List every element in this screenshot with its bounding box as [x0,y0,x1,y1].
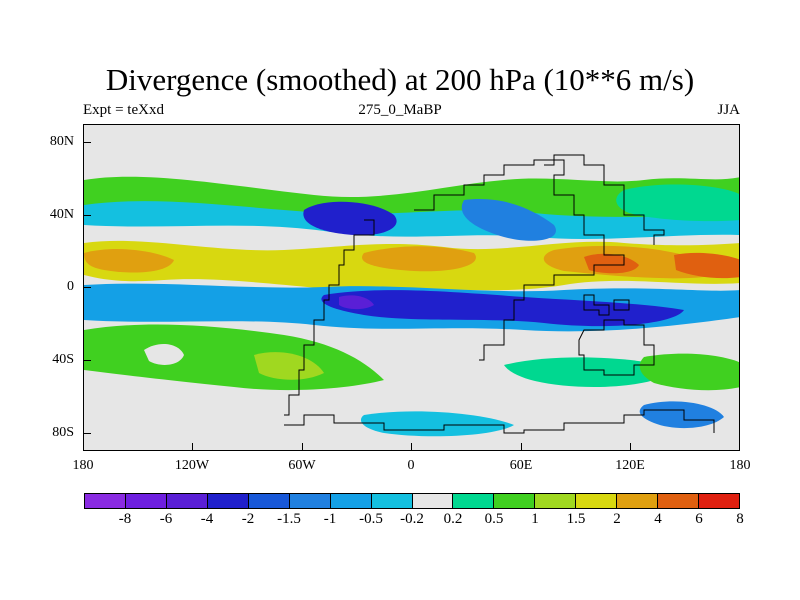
lon-label-120e: 120E [615,458,645,473]
colorbar-label-6: -0.5 [359,511,383,527]
contour-south-indian-green [504,357,670,387]
colorbar-label-5: -1 [323,511,337,527]
colorbar-swatch-8 [412,494,454,508]
colorbar-label-9: 0.5 [484,511,504,527]
contour-pacific-green [616,184,739,222]
contour-south-pacific-green [639,353,739,391]
contour-nh-cyan-band [84,201,739,239]
experiment-label: Expt = teXxd [83,102,164,118]
lat-tick-40s [83,360,91,361]
coastline-africa-eurasia [414,159,625,361]
colorbar-swatch-10 [494,494,536,508]
contour-sh-yellow-spot [254,352,324,380]
lat-label-equator: 0 [67,279,74,294]
lon-label-180e: 180 [729,458,751,473]
colorbar-label-12: 2 [613,511,621,527]
colorbar-label-1: -6 [159,511,173,527]
lat-label-80n: 80N [49,134,74,149]
contour-sh-violet-spot [339,295,374,310]
coastline-islands-asia [583,294,630,316]
season-label: JJA [717,102,740,118]
map-svg [84,125,739,450]
colorbar-label-7: -0.2 [400,511,424,527]
colorbar-swatch-4 [248,494,290,508]
colorbar-swatch-11 [535,494,577,508]
colorbar-label-14: 6 [695,511,703,527]
lat-tick-40n [83,215,91,216]
contour-nh-blue-core [303,201,397,236]
colorbar-swatch-3 [207,494,249,508]
colorbar-label-8: 0.2 [443,511,463,527]
colorbar-swatch-9 [453,494,495,508]
colorbar-swatch-14 [658,494,700,508]
colorbar-label-13: 4 [654,511,662,527]
colorbar-swatch-0 [85,494,126,508]
colorbar-label-4: -1.5 [277,511,301,527]
colorbar-swatch-12 [576,494,618,508]
divergence-map [83,124,740,451]
colorbar-swatch-15 [699,494,739,508]
colorbar-label-2: -4 [200,511,214,527]
lon-tick-60e [521,443,522,451]
contour-antarctic-blue [639,401,724,429]
lat-label-40n: 40N [49,207,74,222]
contour-sh-blue-core [321,290,684,327]
lat-tick-80s [83,433,91,434]
lat-label-40s: 40S [52,352,74,367]
lat-tick-equator [83,287,91,288]
contour-equatorial-red [584,253,639,274]
lon-label-120w: 120W [174,458,210,473]
coastline-americas [284,219,375,416]
lon-label-60w: 60W [288,458,316,473]
contour-asia-blue [461,199,556,241]
colorbar-label-0: -8 [118,511,132,527]
lon-label-0: 0 [407,458,415,473]
lat-label-80s: 80S [52,425,74,440]
lon-tick-120e [630,443,631,451]
contour-pacific-orange [674,252,739,279]
colorbar-swatch-13 [617,494,659,508]
colorbar [84,493,740,509]
contour-west-orange [84,249,174,273]
plot-title: Divergence (smoothed) at 200 hPa (10**6 … [105,62,695,97]
lon-tick-60w [302,443,303,451]
colorbar-swatch-5 [289,494,331,508]
colorbar-swatch-6 [330,494,372,508]
coastline-antarctica [284,409,715,434]
colorbar-label-15: 8 [736,511,744,527]
contour-sh-gray-hole [144,343,184,365]
coastline-australia [578,319,655,376]
lon-label-60e: 60E [509,458,533,473]
lon-tick-0 [411,443,412,451]
contour-equatorial-orange-atlantic [362,246,476,272]
colorbar-swatch-7 [371,494,413,508]
colorbar-label-11: 1.5 [566,511,586,527]
lon-tick-120w [192,443,193,451]
colorbar-label-3: -2 [241,511,255,527]
period-label: 275_0_MaBP [358,102,442,118]
coastline-asia-pacific [544,154,665,245]
colorbar-swatch-1 [125,494,167,508]
lon-label-180w: 180 [72,458,94,473]
colorbar-swatch-2 [166,494,208,508]
lat-tick-80n [83,142,91,143]
colorbar-label-10: 1 [531,511,539,527]
